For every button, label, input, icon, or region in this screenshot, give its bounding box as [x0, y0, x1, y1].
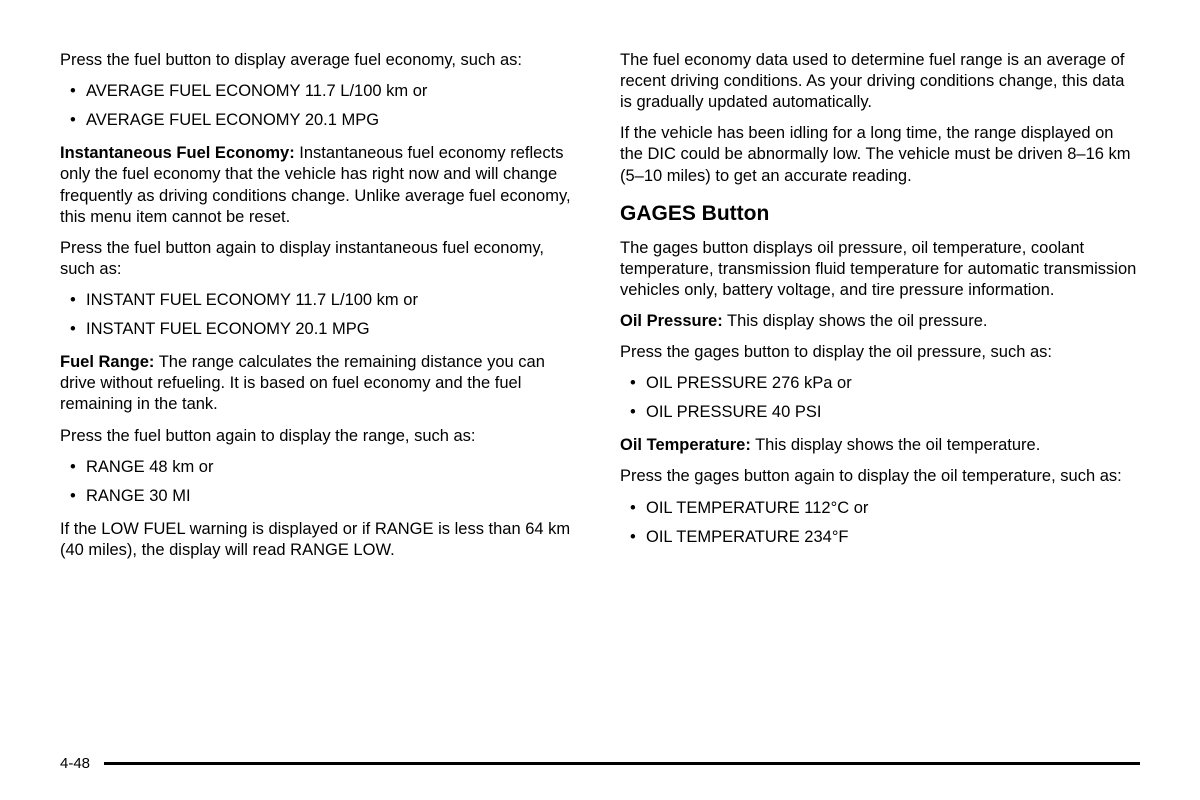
page-footer: 4-48	[60, 755, 1140, 772]
list-item: RANGE 30 MI	[86, 486, 580, 507]
lowfuel-para: If the LOW FUEL warning is displayed or …	[60, 519, 580, 561]
instantaneous-para: Instantaneous Fuel Economy: Instantaneou…	[60, 143, 580, 227]
right-para2: If the vehicle has been idling for a lon…	[620, 123, 1140, 186]
page-number: 4-48	[60, 755, 90, 772]
inst-fuel-list: INSTANT FUEL ECONOMY 11.7 L/100 km or IN…	[60, 290, 580, 340]
list-item: OIL PRESSURE 276 kPa or	[646, 373, 1140, 394]
avg-fuel-list: AVERAGE FUEL ECONOMY 11.7 L/100 km or AV…	[60, 81, 580, 131]
left-intro2: Press the fuel button again to display i…	[60, 238, 580, 280]
range-list: RANGE 48 km or RANGE 30 MI	[60, 457, 580, 507]
right-para1: The fuel economy data used to determine …	[620, 50, 1140, 113]
oilpress-label: Oil Pressure:	[620, 312, 723, 330]
list-item: OIL PRESSURE 40 PSI	[646, 402, 1140, 423]
list-item: OIL TEMPERATURE 234°F	[646, 527, 1140, 548]
oilpress-list: OIL PRESSURE 276 kPa or OIL PRESSURE 40 …	[620, 373, 1140, 423]
range-label: Fuel Range:	[60, 353, 154, 371]
oilpress-body: This display shows the oil pressure.	[723, 312, 988, 330]
list-item: AVERAGE FUEL ECONOMY 20.1 MPG	[86, 110, 580, 131]
right-para4: Press the gages button to display the oi…	[620, 342, 1140, 363]
left-intro1: Press the fuel button to display average…	[60, 50, 580, 71]
right-para3: The gages button displays oil pressure, …	[620, 238, 1140, 301]
list-item: RANGE 48 km or	[86, 457, 580, 478]
list-item: INSTANT FUEL ECONOMY 20.1 MPG	[86, 319, 580, 340]
right-column: The fuel economy data used to determine …	[620, 50, 1140, 740]
left-intro3: Press the fuel button again to display t…	[60, 426, 580, 447]
footer-rule	[104, 762, 1140, 765]
gages-heading: GAGES Button	[620, 201, 1140, 228]
fuel-range-para: Fuel Range: The range calculates the rem…	[60, 352, 580, 415]
oiltemp-body: This display shows the oil temperature.	[751, 436, 1041, 454]
oil-temp-para: Oil Temperature: This display shows the …	[620, 435, 1140, 456]
list-item: AVERAGE FUEL ECONOMY 11.7 L/100 km or	[86, 81, 580, 102]
oiltemp-list: OIL TEMPERATURE 112°C or OIL TEMPERATURE…	[620, 498, 1140, 548]
list-item: OIL TEMPERATURE 112°C or	[646, 498, 1140, 519]
inst-label: Instantaneous Fuel Economy:	[60, 144, 295, 162]
oiltemp-label: Oil Temperature:	[620, 436, 751, 454]
two-column-layout: Press the fuel button to display average…	[60, 50, 1140, 740]
right-para5: Press the gages button again to display …	[620, 466, 1140, 487]
oil-pressure-para: Oil Pressure: This display shows the oil…	[620, 311, 1140, 332]
left-column: Press the fuel button to display average…	[60, 50, 580, 740]
list-item: INSTANT FUEL ECONOMY 11.7 L/100 km or	[86, 290, 580, 311]
